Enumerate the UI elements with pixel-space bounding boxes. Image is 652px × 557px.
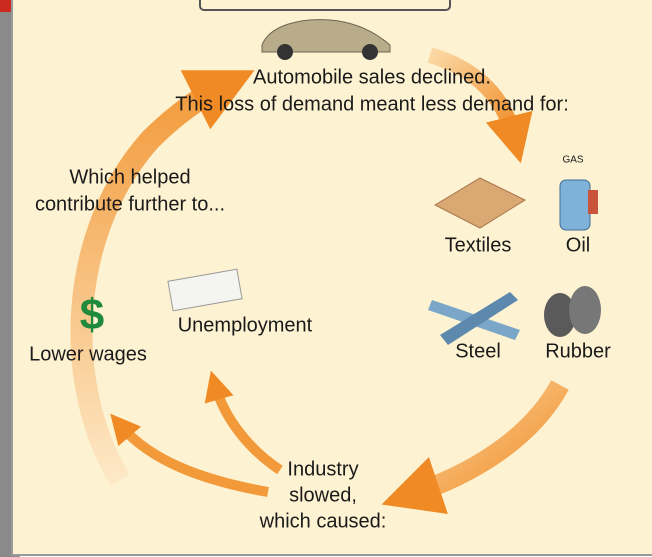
top-text: Automobile sales declined. xyxy=(253,66,491,88)
goods-label: Steel xyxy=(455,340,501,362)
gas-label: GAS xyxy=(562,155,583,166)
effect-label: Unemployment xyxy=(178,314,313,336)
feedback-text: Which helped xyxy=(69,166,190,188)
goods-label: Textiles xyxy=(445,234,512,256)
dollar-icon: $ xyxy=(80,291,104,340)
top-text: This loss of demand meant less demand fo… xyxy=(175,93,569,115)
industry-text: which caused: xyxy=(259,510,387,532)
feedback-text: contribute further to... xyxy=(35,193,225,215)
title-tab xyxy=(200,0,450,10)
goods-label: Oil xyxy=(566,234,590,256)
diagram: Automobile sales declined. This loss of … xyxy=(0,0,652,557)
goods-label: Rubber xyxy=(545,340,611,362)
industry-text: Industry xyxy=(287,458,358,480)
effect-label: Lower wages xyxy=(29,343,147,365)
industry-text: slowed, xyxy=(289,484,357,506)
